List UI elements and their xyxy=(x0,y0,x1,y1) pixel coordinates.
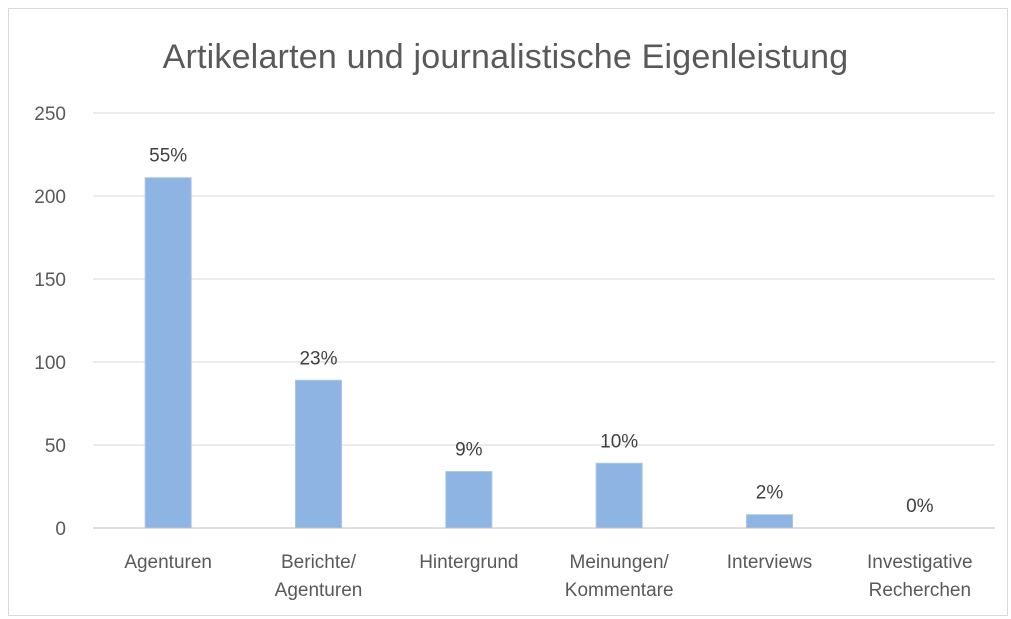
chart-title: Artikelarten und journalistische Eigenle… xyxy=(162,38,849,76)
y-tick-label: 250 xyxy=(34,104,66,125)
bar xyxy=(746,514,793,529)
x-axis-categories: Agenturen Berichte/Agenturen Hintergrund Me… xyxy=(124,552,972,601)
data-label: 9% xyxy=(455,440,483,461)
category-label: Meinungen/ xyxy=(570,552,670,573)
data-label: 23% xyxy=(299,348,337,369)
category-label: Kommentare xyxy=(565,580,674,601)
data-label: 10% xyxy=(600,431,638,452)
data-label: 2% xyxy=(756,483,784,504)
category-label: Agenturen xyxy=(124,552,212,573)
y-tick-label: 200 xyxy=(34,187,66,208)
data-labels: 55% 23% 9% 10% 2% 0% xyxy=(149,146,934,517)
category-label: Interviews xyxy=(727,552,813,573)
y-axis-ticks: 0 50 100 150 200 250 xyxy=(34,104,66,540)
y-tick-label: 0 xyxy=(55,519,66,540)
category-label: Hintergrund xyxy=(419,552,518,573)
y-tick-label: 100 xyxy=(34,353,66,374)
category-label: Recherchen xyxy=(869,580,971,601)
bars xyxy=(144,177,793,529)
category-label: Investigative xyxy=(867,552,973,573)
y-tick-label: 150 xyxy=(34,270,66,291)
category-label: Berichte/ xyxy=(281,552,357,573)
gridlines xyxy=(93,112,995,446)
bar xyxy=(144,177,192,529)
category-label: Agenturen xyxy=(275,580,363,601)
bar xyxy=(595,462,643,529)
data-label: 55% xyxy=(149,146,187,167)
bar xyxy=(295,379,342,529)
y-tick-label: 50 xyxy=(45,436,66,457)
bar xyxy=(445,471,493,529)
data-label: 0% xyxy=(906,496,934,517)
